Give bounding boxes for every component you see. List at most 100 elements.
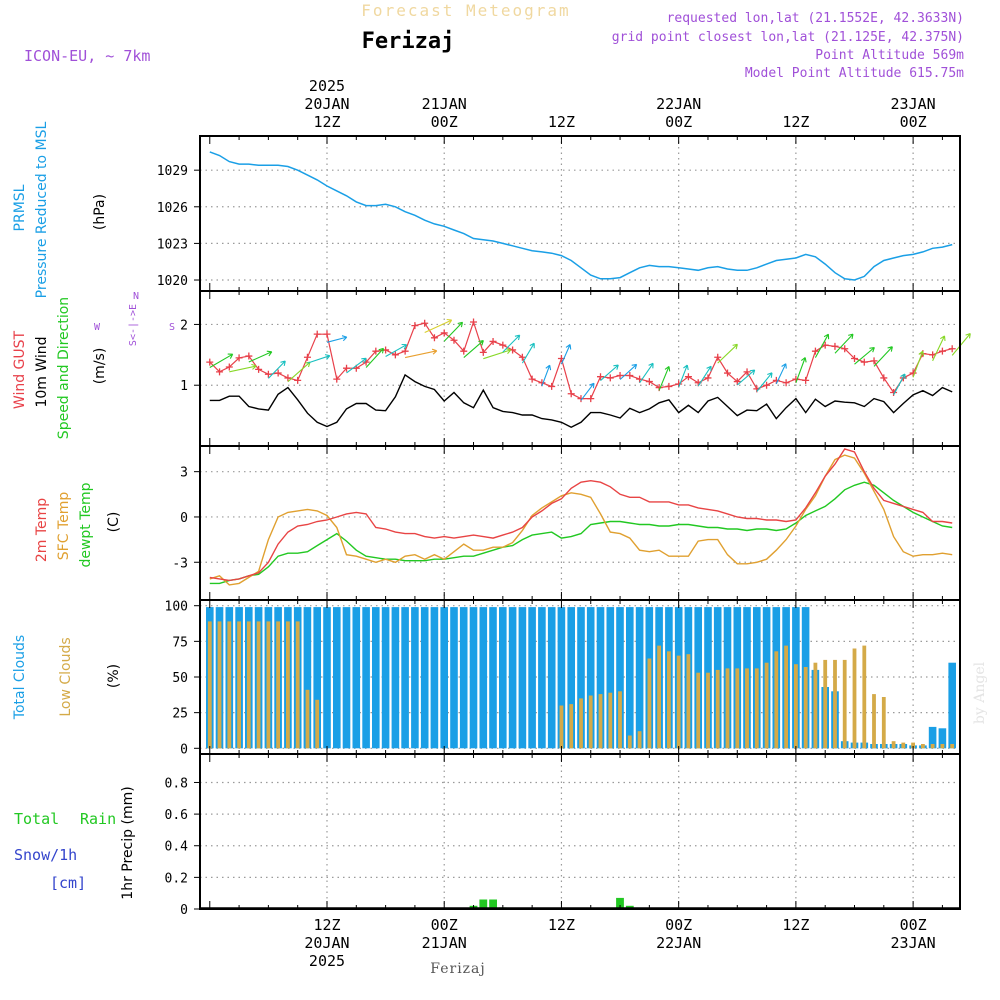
compass-key: N S<-|->E W S	[94, 291, 175, 346]
x-tick-label-bottom: 2025	[309, 952, 345, 970]
wind-direction-arrow	[912, 350, 925, 378]
low-cloud-bar	[911, 742, 915, 749]
total-cloud-bar	[596, 607, 605, 749]
y-tick-label: 2	[180, 318, 188, 333]
wind-direction-arrow	[307, 354, 331, 364]
gust-marker	[782, 379, 790, 387]
gust-label: Wind GUST	[12, 330, 28, 409]
plot-layer	[200, 136, 971, 910]
wind-direction-arrow	[560, 344, 572, 365]
model-label: ICON-EU, ~ 7km	[24, 47, 150, 65]
y-tick-label: 1	[180, 379, 188, 394]
gust-marker	[528, 375, 536, 383]
wind-direction-arrow	[502, 334, 521, 353]
wind-direction-arrow	[209, 353, 234, 368]
wind-direction-arrow	[717, 343, 738, 364]
total-cloud-bar	[323, 607, 331, 749]
wind-direction-arrow	[580, 382, 595, 401]
x-tick-label-top: 12Z	[313, 113, 340, 131]
wind-direction-arrow	[326, 335, 348, 343]
rain-bar	[479, 899, 488, 909]
precip-cm-label: [cm]	[50, 874, 86, 892]
total-cloud-bar	[450, 607, 458, 749]
wind-direction-arrow	[463, 340, 484, 359]
gust-marker	[860, 358, 868, 366]
gust-marker	[684, 373, 692, 381]
x-tick-label-top: 00Z	[665, 113, 692, 131]
x-tick-label-top: 20JAN	[304, 95, 349, 113]
gust-marker	[948, 345, 956, 353]
sfc-label: SFC Temp	[56, 492, 72, 561]
total-cloud-bar	[528, 607, 536, 749]
total-cloud-bar	[626, 607, 634, 749]
low-cloud-bar	[735, 668, 740, 749]
gust-marker	[870, 357, 878, 365]
low-cloud-bar	[696, 672, 701, 749]
total-cloud-bar	[938, 728, 947, 749]
gust-marker	[313, 330, 321, 338]
y-tick-label: 0	[180, 903, 188, 918]
low-cloud-bar	[852, 648, 857, 749]
gust-marker	[333, 375, 341, 383]
wind-direction-arrow	[834, 333, 854, 354]
total-clouds-label: Total Clouds	[12, 635, 28, 720]
x-tick-label-bottom: 12Z	[782, 916, 809, 934]
x-tick-label-top: 2025	[309, 77, 345, 95]
rain-bar	[616, 897, 624, 909]
wind-label: 10m Wind	[34, 336, 50, 407]
wind-direction-arrow	[619, 363, 638, 380]
x-tick-label-bottom: 00Z	[665, 916, 692, 934]
precip-rain-label: Rain	[80, 810, 116, 828]
low-cloud-bar	[305, 689, 310, 749]
total-cloud-bar	[430, 607, 439, 749]
temp2m-line	[209, 448, 953, 582]
pressure-unit: (hPa)	[92, 194, 108, 230]
gust-marker	[294, 376, 302, 384]
low-cloud-bar	[276, 621, 280, 749]
wind-direction-arrow	[756, 372, 773, 392]
low-cloud-bar	[286, 621, 290, 749]
gust-marker	[850, 354, 858, 362]
total-cloud-bar	[577, 607, 585, 749]
gust-marker	[890, 389, 898, 397]
low-cloud-bar	[256, 621, 261, 749]
total-cloud-bar	[440, 607, 448, 749]
gust-marker	[372, 347, 380, 355]
dewpt-label: dewpt Temp	[78, 482, 94, 567]
wind-direction-arrow	[229, 363, 257, 373]
total-cloud-bar	[928, 726, 937, 749]
y-tick-label: 75	[172, 635, 188, 650]
gust-marker	[255, 365, 263, 373]
wind-direction-arrow	[541, 364, 552, 387]
gust-marker	[626, 371, 634, 379]
wind-direction-arrow	[736, 369, 756, 386]
total-cloud-bar	[479, 607, 488, 749]
wind-direction-arrow	[248, 350, 273, 363]
x-tick-label-top: 00Z	[900, 113, 927, 131]
wind-direction-arrow	[365, 347, 385, 368]
wind-direction-arrow	[346, 357, 367, 374]
wind-unit: (m/s)	[92, 348, 108, 385]
y-tick-label: 0.8	[165, 776, 188, 791]
gust-marker	[206, 358, 214, 366]
x-tick-label-top: 12Z	[782, 113, 809, 131]
low-cloud-bar	[715, 669, 720, 749]
total-cloud-bar	[489, 607, 497, 749]
x-tick-label-top: 21JAN	[422, 95, 467, 113]
low-cloud-bar	[676, 655, 681, 749]
gust-marker	[489, 337, 497, 345]
y-tick-label: 100	[165, 600, 188, 615]
low-cloud-bar	[618, 691, 622, 749]
info-line-4: Model Point Altitude 615.75m	[745, 66, 964, 81]
wind-direction-arrow	[600, 364, 619, 382]
low-cloud-bar	[686, 654, 691, 749]
dewpt-line	[209, 481, 953, 585]
gust-marker	[802, 376, 810, 384]
low-cloud-bar	[627, 735, 632, 749]
gust-marker	[225, 363, 233, 371]
gust-marker	[587, 395, 595, 403]
low-cloud-bar	[784, 645, 788, 749]
y-tick-label: 0.2	[165, 871, 188, 886]
total-cloud-bar	[948, 662, 956, 749]
total-cloud-bar	[303, 607, 312, 749]
